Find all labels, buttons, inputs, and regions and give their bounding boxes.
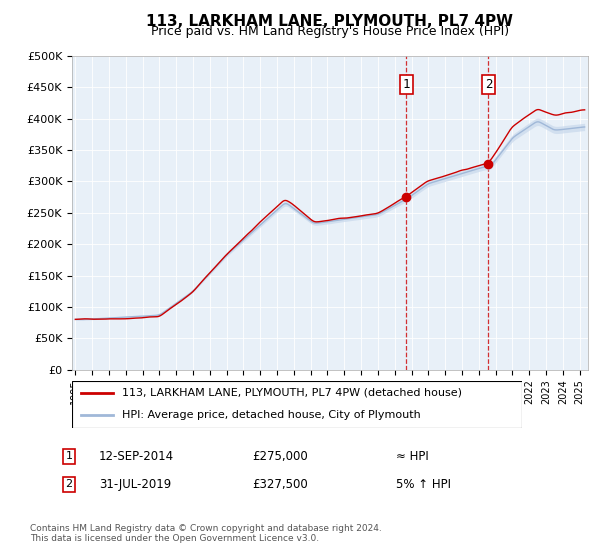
Text: 2: 2: [485, 78, 492, 91]
Text: 1: 1: [65, 451, 73, 461]
Text: Contains HM Land Registry data © Crown copyright and database right 2024.
This d: Contains HM Land Registry data © Crown c…: [30, 524, 382, 543]
Text: ≈ HPI: ≈ HPI: [396, 450, 429, 463]
Text: £327,500: £327,500: [252, 478, 308, 491]
Text: 5% ↑ HPI: 5% ↑ HPI: [396, 478, 451, 491]
Text: 1: 1: [403, 78, 410, 91]
Text: 113, LARKHAM LANE, PLYMOUTH, PL7 4PW: 113, LARKHAM LANE, PLYMOUTH, PL7 4PW: [146, 14, 514, 29]
Text: 12-SEP-2014: 12-SEP-2014: [99, 450, 174, 463]
Text: 31-JUL-2019: 31-JUL-2019: [99, 478, 171, 491]
FancyBboxPatch shape: [72, 381, 522, 428]
Text: Price paid vs. HM Land Registry's House Price Index (HPI): Price paid vs. HM Land Registry's House …: [151, 25, 509, 38]
Text: £275,000: £275,000: [252, 450, 308, 463]
Text: HPI: Average price, detached house, City of Plymouth: HPI: Average price, detached house, City…: [121, 410, 420, 420]
Text: 2: 2: [65, 479, 73, 489]
Text: 113, LARKHAM LANE, PLYMOUTH, PL7 4PW (detached house): 113, LARKHAM LANE, PLYMOUTH, PL7 4PW (de…: [121, 388, 461, 398]
